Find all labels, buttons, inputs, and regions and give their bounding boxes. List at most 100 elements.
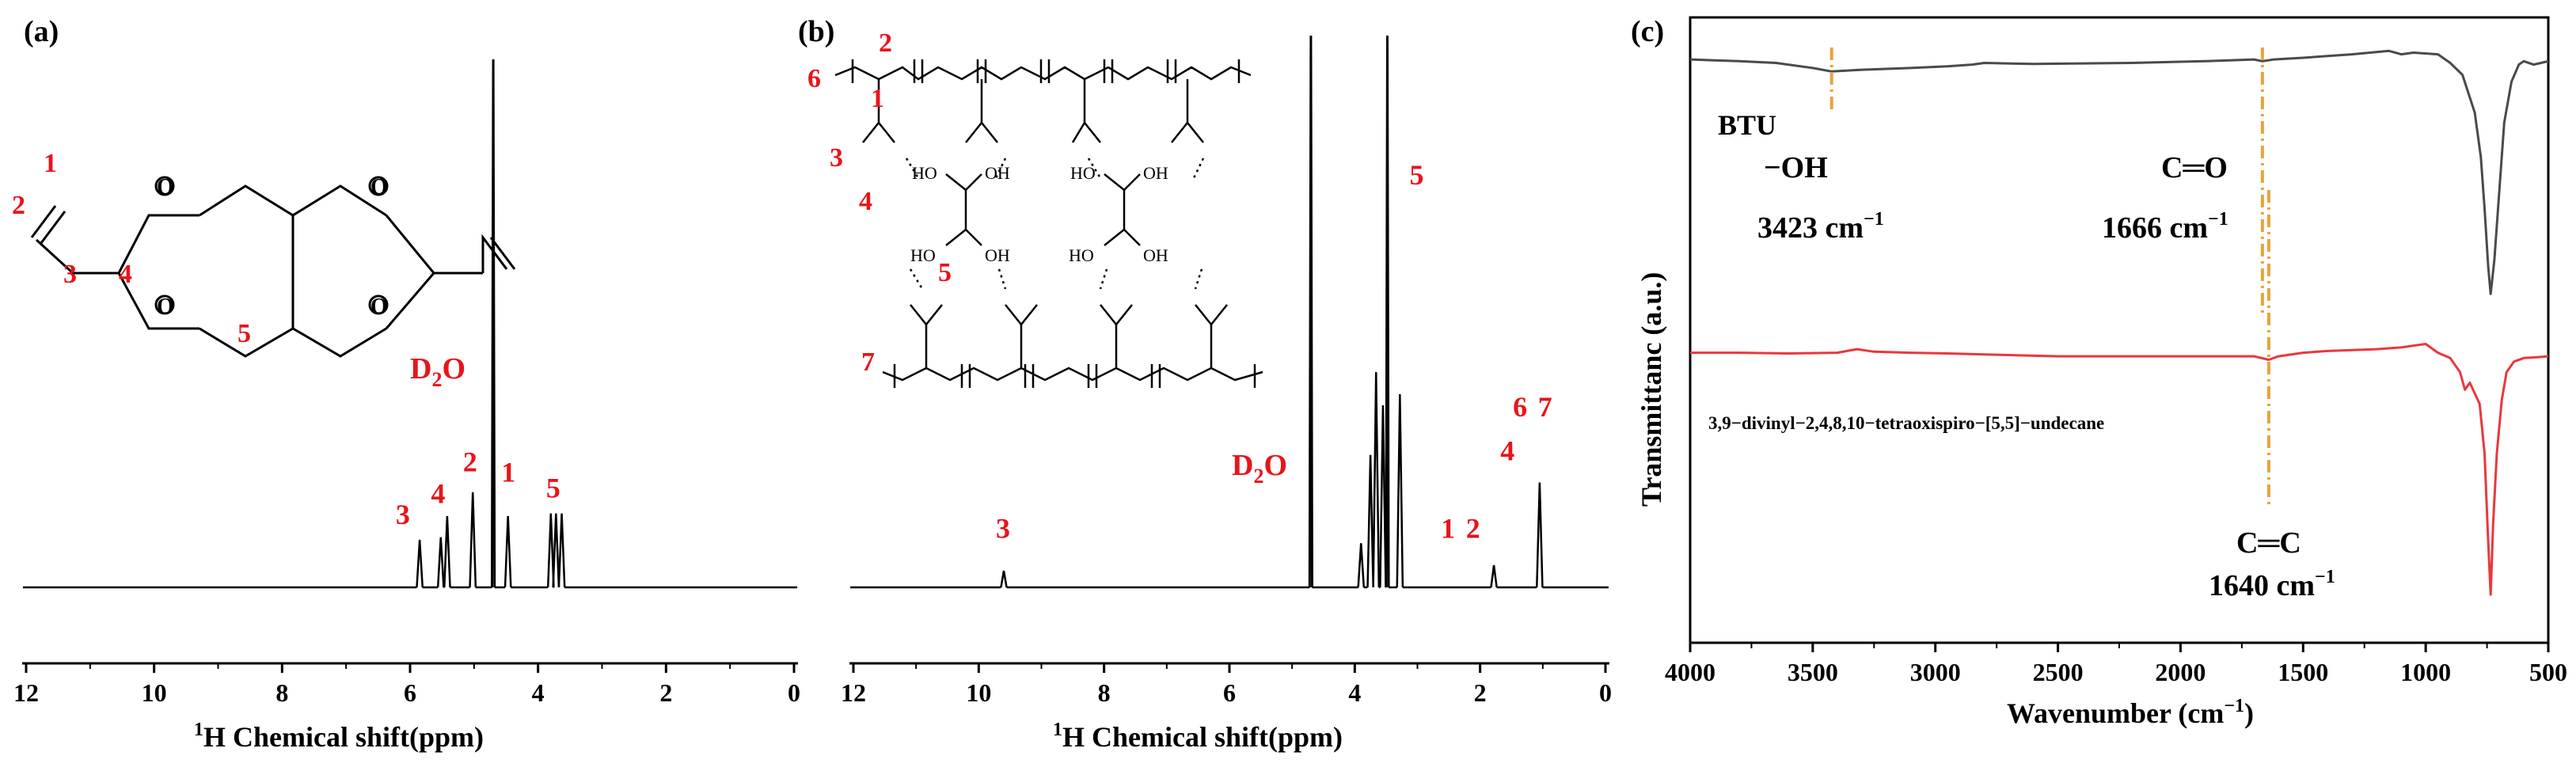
spectrum-a-marks: 342 15 [22, 59, 798, 589]
annotation-co-wavenumber: 1666 cm−1 [2102, 209, 2228, 245]
nmr-peak [557, 513, 566, 588]
ho-label-4: HO [1069, 245, 1094, 265]
x-tick-label: 12 [13, 678, 39, 707]
nmr-peak [436, 537, 445, 588]
peak-label: 2 [463, 446, 477, 477]
structure-a-O3: O [370, 175, 388, 199]
nmr-peak [1357, 543, 1366, 588]
annotation-oh-wavenumber: 3423 cm−1 [1757, 209, 1884, 245]
structure-a-O4: O [370, 294, 388, 319]
structure-a-label-3: 3 [63, 260, 77, 289]
structure-a-O2: O [157, 294, 174, 319]
axis-b: 12 10 8 6 4 2 0 [841, 662, 1612, 707]
nmr-peak [1379, 404, 1387, 588]
peak-label: 1 [501, 457, 515, 488]
peak-label: 5 [1410, 159, 1424, 191]
ho-label-2: HO [910, 245, 936, 265]
axis-c: 4000 3500 3000 2500 2000 1500 1000 500 [1665, 643, 2567, 686]
peak-label: 7 [1538, 391, 1552, 423]
nmr-peak [1536, 482, 1544, 588]
peak-label: 5 [546, 473, 560, 504]
ho-label-3: HO [1070, 163, 1096, 183]
structure-b-label-7: 7 [861, 348, 875, 377]
structure-a-label-4: 4 [119, 260, 132, 289]
structure-b-label-2: 2 [879, 28, 892, 58]
nmr-peak [1372, 372, 1381, 588]
nmr-peak [1385, 35, 1390, 588]
structure-b-label-4: 4 [859, 187, 872, 216]
peak-label: 1 [1441, 512, 1455, 544]
nmr-peak [1308, 35, 1313, 588]
ftir-series-divinyl [1690, 343, 2549, 596]
x-tick-label: 1000 [2400, 658, 2451, 686]
nmr-peak [1396, 394, 1404, 588]
x-tick-label: 4000 [1665, 658, 1715, 686]
panel-c: (c) 4000 3500 3000 2500 2000 1500 1000 500 BTU … [1631, 15, 2567, 729]
nmr-peak [416, 539, 424, 588]
structure-a-label-5: 5 [237, 319, 251, 348]
x-tick-label: 2000 [2155, 658, 2206, 686]
peak-label: 4 [1500, 435, 1514, 467]
structure-divinyl-spiro [30, 176, 516, 358]
x-tick-label: 12 [841, 678, 866, 707]
nmr-peak [546, 513, 555, 588]
ftir-series-btu [1689, 49, 2549, 295]
panel-b: (b) [798, 15, 1612, 753]
structure-a-label-1: 1 [44, 149, 57, 178]
structure-b-label-6: 6 [807, 64, 821, 93]
x-tick-label: 3000 [1910, 658, 1961, 686]
spectrum-b-marks: 351 246 7 [850, 35, 1609, 589]
solvent-label-b: D2O [1232, 449, 1287, 488]
nmr-peak [1490, 564, 1498, 588]
x-tick-label: 0 [788, 678, 800, 707]
x-tick-label: 2 [1474, 678, 1487, 707]
peak-label: 3 [396, 499, 410, 530]
oh-label-4: OH [1143, 245, 1168, 265]
nmr-peak [443, 515, 451, 588]
nmr-peak [1366, 454, 1374, 588]
x-tick-label: 1500 [2278, 658, 2328, 686]
peak-label: 6 [1513, 391, 1527, 423]
oh-label-2: OH [985, 245, 1010, 265]
x-tick-label: 3500 [1788, 658, 1838, 686]
x-axis-title-c: Wavenumber (cm−1) [2007, 696, 2254, 729]
structure-a-label-2: 2 [12, 191, 25, 220]
x-axis-title-b: 1H Chemical shift(ppm) [1053, 720, 1343, 753]
series-label-divinyl: 3,9−divinyl−2,4,8,10−tetraoxispiro−[5,5]… [1708, 413, 2104, 433]
annotation-co: C═O [2161, 151, 2228, 184]
solvent-label-a: D2O [410, 352, 465, 391]
structure-b-label-3: 3 [830, 143, 843, 173]
structure-a-O1: O [157, 175, 174, 199]
structure-b-label-1: 1 [871, 84, 884, 113]
x-tick-label: 4 [532, 678, 545, 707]
ftir-plot-frame [1689, 16, 2550, 644]
x-tick-label: 10 [966, 678, 991, 707]
structure-polymer-complex [834, 59, 1263, 388]
annotation-cc-wavenumber: 1640 cm−1 [2209, 567, 2335, 602]
x-tick-label: 2 [659, 678, 672, 707]
panel-c-label: (c) [1631, 15, 1664, 48]
peak-label: 2 [1466, 512, 1480, 544]
nmr-peak [552, 513, 560, 588]
nmr-peak [1000, 570, 1008, 588]
x-tick-label: 4 [1348, 678, 1361, 707]
x-tick-label: 2500 [2033, 658, 2084, 686]
nmr-peak [503, 515, 512, 588]
x-tick-label: 500 [2529, 658, 2567, 686]
nmr-peak [490, 59, 496, 588]
peak-label: 3 [996, 512, 1010, 544]
annotation-cc: C═C [2236, 526, 2301, 560]
series-label-btu: BTU [1718, 109, 1776, 141]
nmr-peak [469, 492, 477, 588]
x-tick-label: 8 [275, 678, 288, 707]
x-tick-label: 6 [404, 678, 416, 707]
x-tick-label: 0 [1599, 678, 1612, 707]
annotation-oh: −OH [1764, 151, 1828, 184]
panel-b-label: (b) [798, 15, 834, 48]
ftir-marks [1689, 47, 2549, 596]
ho-label-1: HO [912, 163, 937, 183]
x-tick-label: 10 [142, 678, 167, 707]
hydrogen-bonds [905, 158, 1205, 290]
y-axis-title-c: Transmittanc (a.u.) [1636, 272, 1667, 507]
